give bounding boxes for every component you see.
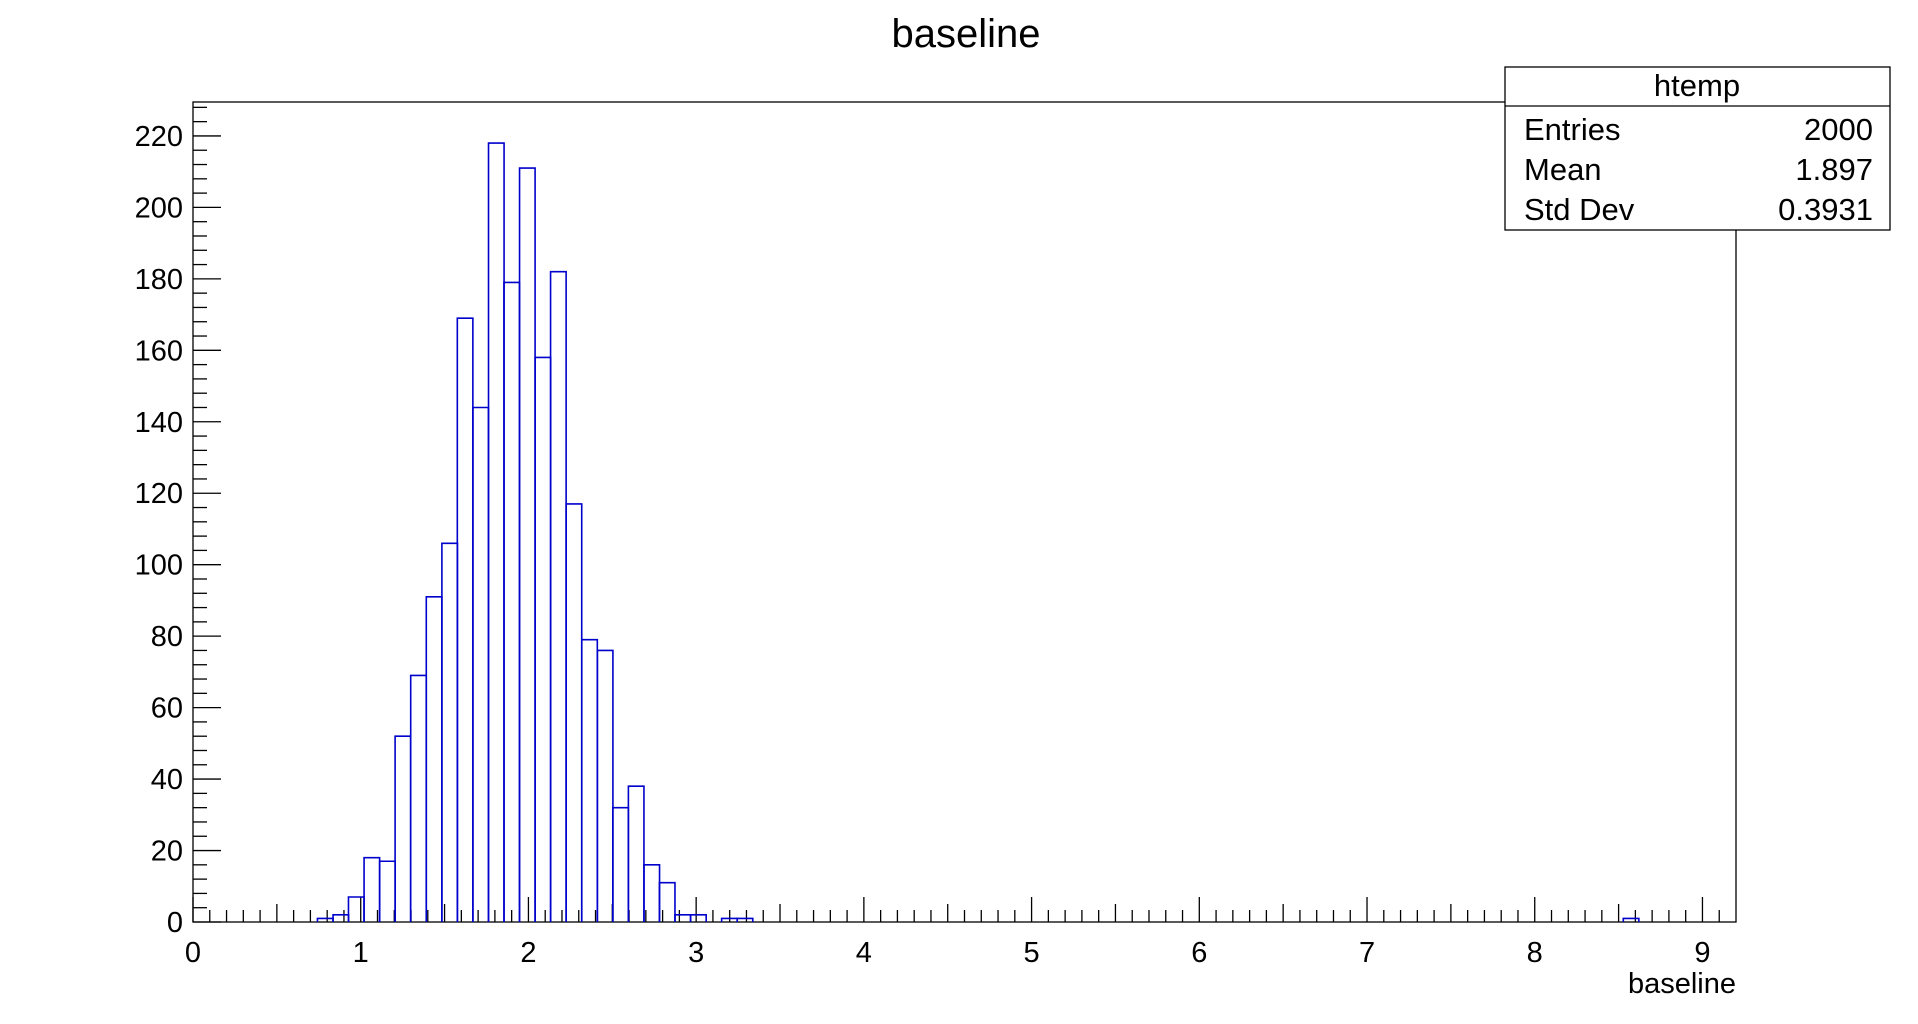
y-tick-label: 220 <box>135 121 183 153</box>
histogram-bin <box>394 735 412 922</box>
stats-entries-value: 2000 <box>1804 112 1873 147</box>
histogram-bin <box>689 914 707 922</box>
histogram-bin <box>503 281 521 922</box>
histogram-bin <box>674 914 692 922</box>
stats-box: htemp Entries 2000 Mean 1.897 Std Dev 0.… <box>1504 66 1891 231</box>
histogram-bin <box>518 167 536 922</box>
x-tick-label: 7 <box>1359 937 1375 969</box>
histogram-bin <box>472 406 490 922</box>
x-tick-label: 9 <box>1694 937 1710 969</box>
histogram-series <box>316 142 1640 922</box>
x-tick-label: 4 <box>856 937 872 969</box>
stats-entries-label: Entries <box>1524 112 1620 147</box>
histogram-bin <box>534 356 552 922</box>
x-axis-title: baseline <box>1628 968 1736 1000</box>
histogram-bin <box>580 638 599 922</box>
histogram-bin <box>596 649 614 922</box>
y-tick-label: 40 <box>151 764 183 796</box>
histogram-bin <box>487 142 505 922</box>
stats-mean-value: 1.897 <box>1795 152 1873 187</box>
y-tick-label: 180 <box>135 264 183 296</box>
x-tick-label: 2 <box>520 937 536 969</box>
y-tick-label: 140 <box>135 407 183 439</box>
y-tick-label: 200 <box>135 192 183 224</box>
histogram-bin <box>332 914 350 922</box>
y-axis: 0 20 40 60 80 100 120 140 160 180 200 220 <box>135 106 221 939</box>
histogram-bin <box>611 806 630 922</box>
histogram-bin <box>736 917 754 922</box>
x-axis: 0 1 2 3 4 5 6 7 8 9 <box>185 897 1720 969</box>
histogram-bin <box>456 317 474 922</box>
histogram-bin <box>658 881 676 922</box>
stats-mean-label: Mean <box>1524 152 1602 187</box>
x-tick-label: 1 <box>353 937 369 969</box>
stats-stddev-value: 0.3931 <box>1778 192 1873 227</box>
x-tick-label: 8 <box>1527 937 1543 969</box>
histogram-bin <box>1622 917 1640 922</box>
y-tick-label: 120 <box>135 478 183 510</box>
x-tick-label: 6 <box>1191 937 1207 969</box>
x-tick-label: 5 <box>1024 937 1040 969</box>
y-tick-label: 0 <box>167 907 183 939</box>
y-tick-label: 80 <box>151 621 183 653</box>
stats-box-name: htemp <box>1654 68 1740 103</box>
histogram-bin <box>565 503 583 922</box>
y-tick-label: 20 <box>151 836 183 868</box>
stats-stddev-label: Std Dev <box>1524 192 1635 227</box>
x-tick-label: 3 <box>688 937 704 969</box>
y-tick-label: 160 <box>135 335 183 367</box>
stats-box-frame <box>1504 66 1891 231</box>
histogram-bin <box>425 596 443 922</box>
histogram-bin <box>549 270 567 922</box>
x-tick-label: 0 <box>185 937 201 969</box>
histogram-bin <box>409 674 428 922</box>
histogram-bin <box>441 542 459 922</box>
histogram-bin <box>627 785 645 922</box>
chart-title: baseline <box>891 12 1040 56</box>
y-tick-label: 100 <box>135 550 183 582</box>
histogram-bin <box>347 896 365 922</box>
histogram-bin <box>378 860 397 922</box>
y-tick-label: 60 <box>151 693 183 725</box>
